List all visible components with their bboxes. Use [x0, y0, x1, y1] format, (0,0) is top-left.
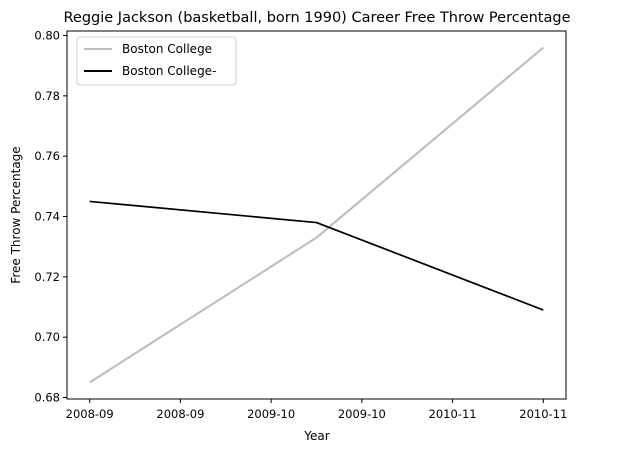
x-tick-label: 2008-09 — [66, 407, 114, 421]
y-axis-ticks: 0.68 0.70 0.72 0.74 0.76 0.78 0.80 — [34, 29, 67, 404]
plot-area-frame — [66, 30, 567, 400]
y-tick-label: 0.68 — [34, 390, 60, 404]
legend-box — [76, 36, 237, 86]
y-tick-label: 0.80 — [34, 29, 60, 43]
x-tick-label: 2010-11 — [429, 407, 477, 421]
y-tick-label: 0.76 — [34, 149, 60, 163]
y-tick-label: 0.70 — [34, 330, 60, 344]
series-line-boston-college — [89, 46, 545, 384]
y-axis-label: Free Throw Percentage — [9, 146, 23, 283]
y-tick-label: 0.78 — [34, 89, 60, 103]
legend-label: Boston College — [122, 42, 212, 56]
y-tick-label: 0.74 — [34, 210, 60, 224]
x-tick-label: 2010-11 — [519, 407, 567, 421]
x-tick-label: 2009-10 — [247, 407, 295, 421]
x-axis-ticks: 2008-09 2008-09 2009-10 2009-10 2010-11 2010-… — [66, 399, 567, 421]
legend-label: Boston College- — [122, 64, 216, 78]
x-axis-label: Year — [303, 429, 329, 443]
x-tick-label: 2008-09 — [156, 407, 204, 421]
x-tick-label: 2009-10 — [338, 407, 386, 421]
chart-title: Reggie Jackson (basketball, born 1990) C… — [63, 10, 570, 26]
series-line-boston-college-dash — [89, 200, 544, 311]
y-tick-label: 0.72 — [34, 270, 60, 284]
legend: Boston College Boston College- — [76, 36, 237, 86]
series-lines — [89, 46, 545, 384]
